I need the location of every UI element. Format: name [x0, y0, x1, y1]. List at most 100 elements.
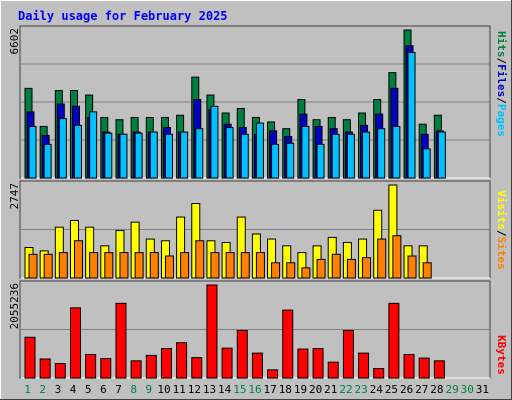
bar-pages	[119, 133, 128, 179]
legend-hits-files-pages-text: Hits/Files/Pages	[495, 31, 508, 137]
bar-sites	[164, 255, 174, 279]
x-tick-label-day-17: 17	[264, 383, 277, 396]
bar-kbytes	[206, 284, 218, 379]
bar-kbytes	[85, 353, 97, 379]
bar-sites	[362, 257, 372, 279]
y-max-label-kbytes: 2055236	[8, 283, 21, 329]
bar-kbytes	[312, 348, 324, 379]
legend-visits-sites-text: Visits/Sites	[495, 190, 508, 270]
bar-sites	[43, 253, 53, 279]
bar-pages	[331, 133, 340, 179]
bar-pages	[362, 131, 371, 179]
x-tick-label-day-4: 4	[70, 383, 77, 396]
legend-hits-files-pages: Hits/Files/Pages	[495, 31, 508, 137]
bar-pages	[149, 131, 158, 179]
bar-sites	[58, 252, 68, 279]
legend-separator: /	[495, 58, 508, 65]
bar-pages	[377, 128, 386, 179]
x-tick-label-day-28: 28	[430, 383, 443, 396]
bar-sites	[301, 267, 311, 279]
bar-pages	[58, 118, 67, 179]
bar-kbytes	[342, 329, 354, 379]
bar-kbytes	[282, 309, 294, 379]
x-tick-label-day-9: 9	[146, 383, 153, 396]
bar-pages	[346, 133, 355, 179]
x-tick-label-day-1: 1	[24, 383, 31, 396]
bar-kbytes	[297, 348, 309, 379]
bar-kbytes	[160, 348, 172, 379]
bar-kbytes	[251, 352, 263, 379]
x-tick-label-day-3: 3	[55, 383, 62, 396]
bar-sites	[271, 262, 281, 279]
x-tick-label-day-14: 14	[218, 383, 232, 396]
bar-sites	[316, 258, 326, 279]
x-tick-label-day-30: 30	[461, 383, 474, 396]
bar-pages	[180, 131, 189, 179]
bar-pages	[43, 143, 52, 179]
bar-sites	[195, 240, 205, 279]
x-tick-label-day-8: 8	[130, 383, 137, 396]
x-tick-label-day-31: 31	[476, 383, 489, 396]
bar-sites	[286, 262, 296, 279]
x-tick-label-day-22: 22	[339, 383, 352, 396]
bar-kbytes	[418, 357, 430, 379]
bar-sites	[89, 252, 99, 279]
bar-kbytes	[191, 357, 203, 379]
y-max-label-visits: 2747	[8, 183, 21, 210]
x-tick-label-day-18: 18	[279, 383, 292, 396]
x-tick-label-day-12: 12	[188, 383, 201, 396]
bar-kbytes	[100, 358, 112, 379]
bar-sites	[225, 252, 235, 279]
bar-sites	[392, 235, 402, 279]
bar-pages	[392, 125, 401, 179]
bar-sites	[407, 255, 417, 279]
bar-kbytes	[358, 352, 370, 379]
bar-sites	[134, 252, 144, 279]
bar-sites	[210, 252, 220, 279]
x-tick-label-day-16: 16	[248, 383, 261, 396]
bar-pages	[164, 133, 173, 179]
bar-pages	[301, 125, 310, 179]
bar-sites	[180, 252, 190, 279]
bar-pages	[134, 132, 143, 179]
chart-title: Daily usage for February 2025	[18, 9, 228, 23]
y-max-label-hits: 6602	[8, 28, 21, 55]
bar-pages	[89, 111, 98, 179]
bar-pages	[225, 127, 234, 179]
bar-kbytes	[267, 369, 279, 379]
bar-kbytes	[54, 363, 66, 379]
x-tick-label-day-29: 29	[445, 383, 458, 396]
x-tick-label-day-11: 11	[173, 383, 186, 396]
legend-item-kbytes: KBytes	[495, 335, 508, 375]
bar-sites	[73, 240, 83, 279]
bar-sites	[422, 262, 432, 279]
bar-pages	[271, 143, 280, 179]
bar-pages	[240, 133, 249, 179]
x-tick-label-day-23: 23	[355, 383, 368, 396]
bar-kbytes	[327, 361, 339, 379]
legend-separator: /	[495, 230, 508, 237]
bar-kbytes	[69, 307, 81, 379]
legend-visits-sites: Visits/Sites	[495, 190, 508, 270]
bar-sites	[346, 258, 356, 279]
bar-kbytes	[115, 302, 127, 379]
bar-kbytes	[388, 302, 400, 379]
bar-kbytes	[236, 329, 248, 379]
bar-pages	[407, 51, 416, 179]
x-tick-label-day-24: 24	[370, 383, 384, 396]
x-tick-label-day-27: 27	[415, 383, 428, 396]
legend-item-pages: Pages	[495, 104, 508, 137]
x-tick-label-day-21: 21	[324, 383, 337, 396]
bar-kbytes	[145, 354, 157, 379]
bar-sites	[119, 252, 129, 279]
legend-item-sites: Sites	[495, 237, 508, 270]
bar-kbytes	[130, 360, 142, 379]
bar-kbytes	[373, 367, 385, 379]
bar-pages	[316, 143, 325, 179]
legend-item-hits: Hits	[495, 31, 508, 58]
bar-kbytes	[176, 342, 188, 379]
x-tick-label-day-5: 5	[85, 383, 92, 396]
bar-pages	[437, 131, 446, 179]
x-tick-label-day-13: 13	[203, 383, 216, 396]
